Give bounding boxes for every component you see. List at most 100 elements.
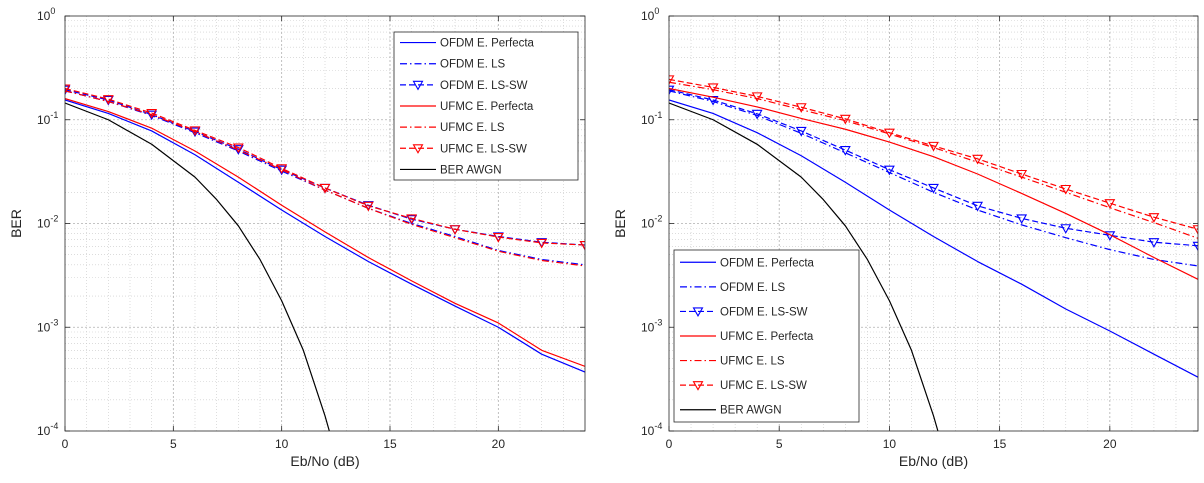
- data-point-marker: [102, 95, 114, 105]
- data-point-marker: [232, 143, 244, 154]
- series-line-ber-awgn: [65, 102, 330, 431]
- y-tick-label: 10-2: [641, 214, 662, 231]
- data-point-marker: [1192, 241, 1198, 252]
- legend-entry-label: OFDM E. LS-SW: [440, 80, 528, 92]
- legend-entry-label: UFMC E. LS-SW: [720, 380, 807, 392]
- series-group: [65, 84, 585, 431]
- x-axis-label: Eb/No (dB): [290, 453, 359, 469]
- legend-entry-label: OFDM E. Perfecta: [720, 257, 815, 269]
- data-point-marker: [751, 92, 763, 102]
- x-tick-label: 5: [776, 437, 783, 451]
- series-line-ufmc-e-ls-sw: [65, 87, 585, 246]
- data-point-marker: [492, 233, 504, 243]
- data-point-marker: [1148, 213, 1160, 223]
- legend-marker: [412, 80, 424, 91]
- data-point-marker: [1016, 169, 1028, 180]
- legend-entry-label: BER AWGN: [440, 164, 502, 176]
- data-point-marker: [795, 103, 807, 113]
- data-point-marker: [536, 238, 548, 249]
- data-point-marker: [883, 128, 895, 139]
- ticks: 0 5 10 15 20 100 10-1 10-2 10-3 10-4: [37, 6, 585, 451]
- y-tick-label: 10-1: [641, 110, 662, 127]
- data-point-marker: [1104, 199, 1116, 209]
- legend: OFDM E. Perfecta OFDM E. LS OFDM E. LS-SW U…: [673, 249, 860, 423]
- y-tick-label: 10-4: [37, 421, 58, 438]
- data-point-marker: [928, 141, 939, 152]
- x-tick-label: 15: [383, 437, 397, 451]
- data-point-marker: [189, 126, 201, 136]
- data-point-marker: [1016, 214, 1028, 225]
- x-tick-label: 20: [492, 437, 506, 451]
- legend-marker: [692, 307, 704, 318]
- series-line-ufmc-e-ls: [65, 90, 585, 267]
- grid: [65, 16, 585, 431]
- x-axis-label: Eb/No (dB): [899, 453, 968, 469]
- x-tick-label: 0: [62, 437, 69, 451]
- series-line-ufmc-e-ls-sw: [669, 78, 1198, 230]
- y-tick-label: 100: [37, 6, 55, 23]
- series-line-ufmc-e-ls: [669, 81, 1198, 239]
- ticks: 0 5 10 15 20 100 10-1 10-2 10-3 10-4: [641, 6, 1198, 451]
- data-point-marker: [579, 240, 585, 251]
- data-point-marker: [449, 225, 461, 235]
- y-axis-label: BER: [612, 209, 628, 238]
- data-point-marker: [1148, 238, 1160, 248]
- legend-marker: [412, 144, 424, 154]
- data-point-marker: [319, 183, 331, 194]
- data-point-marker: [669, 85, 675, 96]
- data-point-marker: [928, 183, 939, 194]
- series-line-ufmc-e-perfecta: [65, 97, 585, 367]
- legend-entry-label: UFMC E. Perfecta: [720, 331, 814, 343]
- y-tick-label: 100: [641, 6, 659, 23]
- data-point-marker: [669, 75, 675, 85]
- y-tick-label: 10-2: [37, 214, 58, 231]
- data-point-marker: [1192, 225, 1198, 235]
- x-tick-label: 20: [1103, 437, 1117, 451]
- x-tick-label: 15: [993, 437, 1007, 451]
- x-tick-label: 10: [883, 437, 897, 451]
- legend-entry-label: OFDM E. LS-SW: [720, 306, 808, 318]
- data-point-marker: [707, 83, 719, 94]
- data-point-marker: [883, 165, 895, 176]
- legend-entry-label: OFDM E. Perfecta: [440, 38, 535, 50]
- data-point-marker: [146, 109, 158, 119]
- legend-entry-label: OFDM E. LS: [720, 282, 786, 294]
- y-tick-label: 10-3: [641, 317, 662, 334]
- data-point-marker: [1060, 224, 1072, 234]
- data-point-marker: [189, 127, 201, 138]
- legend-entry-label: OFDM E. LS: [440, 59, 506, 71]
- chart-left: 0 5 10 15 20 100 10-1 10-2 10-3 10-4 Eb/No (dB) BER…: [8, 6, 586, 469]
- data-point-marker: [65, 85, 71, 96]
- data-point-marker: [972, 154, 984, 165]
- data-point-marker: [751, 109, 763, 120]
- data-point-marker: [839, 146, 851, 156]
- data-point-marker: [795, 126, 807, 137]
- legend-entry-label: UFMC E. LS: [440, 122, 505, 134]
- series-line-ofdm-e-ls-sw: [669, 89, 1198, 247]
- data-point-marker: [839, 114, 851, 125]
- x-tick-label: 0: [666, 437, 673, 451]
- legend-entry-label: UFMC E. LS: [720, 356, 785, 368]
- data-point-marker: [972, 201, 984, 212]
- data-point-marker: [65, 84, 71, 95]
- data-point-marker: [276, 164, 288, 174]
- y-tick-label: 10-3: [37, 317, 58, 334]
- chart-right: 0 5 10 15 20 100 10-1 10-2 10-3 10-4 Eb/No (dB) BER…: [612, 6, 1199, 469]
- series-line-ofdm-e-ls: [669, 90, 1198, 267]
- series-line-ber-awgn: [669, 102, 939, 431]
- series-line-ufmc-e-perfecta: [669, 87, 1198, 280]
- series-line-ofdm-e-perfecta: [669, 99, 1198, 378]
- y-tick-label: 10-4: [641, 421, 662, 438]
- legend-marker: [692, 381, 704, 391]
- legend-entry-label: BER AWGN: [720, 405, 782, 417]
- y-axis-label: BER: [8, 209, 24, 238]
- series-line-ofdm-e-perfecta: [65, 99, 585, 373]
- data-point-marker: [406, 214, 418, 225]
- series-group: [669, 75, 1198, 431]
- data-point-marker: [707, 95, 719, 106]
- x-tick-label: 10: [275, 437, 289, 451]
- data-point-marker: [1060, 184, 1072, 195]
- data-point-marker: [362, 201, 374, 212]
